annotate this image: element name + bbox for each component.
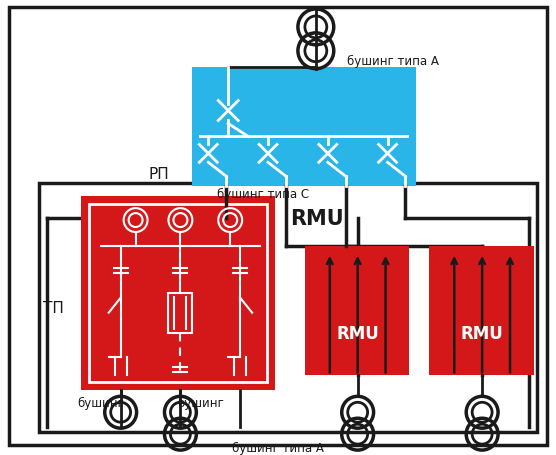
Text: RMU: RMU [336, 324, 379, 342]
Bar [39, 184, 537, 432]
Bar [192, 67, 416, 187]
Text: бушинг типа А: бушинг типа А [347, 55, 439, 68]
Bar [168, 293, 192, 333]
Text: РП: РП [148, 167, 169, 182]
Bar [81, 197, 275, 390]
Text: RMU: RMU [461, 324, 504, 342]
Text: бушинг: бушинг [177, 396, 224, 409]
Text: ТП: ТП [43, 301, 64, 315]
Text: RMU: RMU [290, 208, 344, 228]
Text: бушинг типа С: бушинг типа С [217, 187, 309, 200]
Bar [429, 247, 534, 375]
Bar [305, 247, 409, 375]
Bar [89, 205, 267, 383]
Text: бушинг: бушинг [77, 396, 124, 409]
Text: бушинг типа А: бушинг типа А [232, 440, 324, 454]
